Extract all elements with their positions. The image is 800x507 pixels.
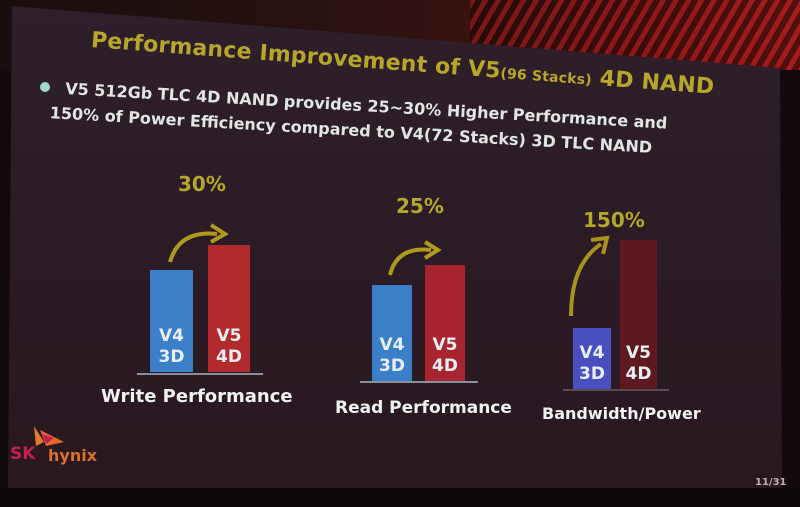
bar-v4: V4 3D	[150, 270, 193, 372]
improvement-label: 150%	[583, 208, 645, 232]
bar-v4: V4 3D	[372, 285, 412, 381]
bar-label-line1: V5	[626, 343, 651, 363]
curved-arrow-icon	[388, 240, 442, 276]
bar-label-line1: V5	[432, 335, 458, 355]
bar-label-line2: 4D	[216, 347, 242, 367]
bar-v5: V5 4D	[620, 240, 657, 389]
bar-label-line2: 3D	[158, 347, 185, 367]
bar-label-line2: 4D	[625, 364, 652, 384]
improvement-label: 30%	[178, 172, 226, 196]
bar-label-line2: 3D	[379, 356, 405, 376]
bar-label-line2: 4D	[432, 356, 458, 376]
butterfly-logo-icon	[34, 426, 64, 446]
bar-v5: V5 4D	[208, 245, 250, 372]
bar-label-line1: V5	[216, 326, 242, 346]
chart-baseline	[563, 389, 669, 391]
category-label: Bandwidth/Power	[542, 404, 701, 423]
category-label: Read Performance	[335, 398, 512, 418]
logo-hynix-text: hynix	[48, 446, 98, 465]
bar-v5: V5 4D	[425, 265, 465, 381]
improvement-label: 25%	[396, 194, 444, 218]
curved-arrow-icon	[569, 235, 610, 317]
chart-baseline	[137, 373, 263, 375]
logo-sk-text: SK	[10, 444, 36, 464]
page-number: 11/31	[755, 477, 787, 488]
curved-arrow-icon	[168, 223, 229, 263]
chart-baseline	[360, 381, 478, 383]
bar-label-line1: V4	[579, 343, 605, 363]
bar-label-line1: V4	[159, 326, 184, 346]
bar-label-line2: 3D	[579, 364, 605, 384]
bar-v4: V4 3D	[573, 328, 611, 389]
bullet-icon	[40, 82, 50, 92]
screen-bottom-edge	[0, 488, 800, 507]
bar-label-line1: V4	[379, 335, 405, 355]
category-label: Write Performance	[101, 386, 293, 407]
